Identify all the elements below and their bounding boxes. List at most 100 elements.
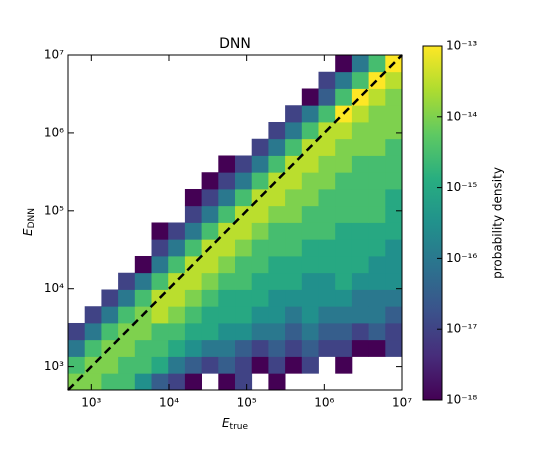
bin: [134, 272, 152, 290]
bin: [251, 138, 269, 156]
bin: [335, 289, 353, 307]
diagonal: [67, 54, 403, 391]
bin: [235, 339, 253, 357]
chart-title: DNN: [219, 36, 251, 52]
bin: [301, 322, 319, 341]
bin: [351, 205, 370, 223]
bin: [285, 322, 303, 341]
bin: [285, 188, 303, 207]
bin: [301, 155, 319, 173]
bin: [351, 272, 370, 290]
bin: [251, 222, 269, 240]
bin: [301, 88, 319, 106]
bin: [368, 289, 386, 307]
bin: [184, 322, 203, 341]
bin: [285, 205, 303, 223]
bin: [201, 356, 219, 374]
bin: [385, 71, 403, 89]
bin: [318, 88, 336, 106]
bin: [268, 373, 286, 391]
bin: [184, 222, 203, 240]
bin: [218, 306, 236, 324]
bin: [235, 222, 253, 240]
bin: [318, 306, 336, 324]
bin: [351, 255, 370, 274]
bin: [268, 205, 286, 223]
bin: [368, 55, 386, 73]
bin: [385, 272, 403, 290]
bin: [301, 289, 319, 307]
bin: [101, 322, 119, 341]
y-tick-label: 10⁶: [44, 125, 64, 139]
bin: [385, 289, 403, 307]
bin: [184, 339, 203, 357]
bin: [301, 222, 319, 240]
bin: [268, 356, 286, 374]
bin: [335, 255, 353, 274]
bin: [134, 322, 152, 341]
bin: [385, 255, 403, 274]
bin: [285, 289, 303, 307]
bin: [318, 322, 336, 341]
bin: [301, 306, 319, 324]
bin: [318, 289, 336, 307]
bin: [268, 222, 286, 240]
bin: [68, 322, 86, 341]
bin: [351, 289, 370, 307]
bin: [151, 272, 169, 290]
bin: [335, 155, 353, 173]
bin: [101, 356, 119, 374]
bin: [285, 121, 303, 140]
bin: [201, 322, 219, 341]
bin: [335, 138, 353, 156]
bin: [134, 255, 152, 274]
bin: [151, 356, 169, 374]
colorbar-label: probability density: [491, 167, 505, 279]
colorbar-tick-label: 10⁻¹⁸: [446, 393, 477, 407]
bin: [218, 272, 236, 290]
bin: [301, 172, 319, 190]
bin: [251, 239, 269, 257]
bin: [201, 255, 219, 274]
bin: [301, 205, 319, 223]
bin: [118, 272, 136, 290]
y-tick-label: 10³: [44, 359, 64, 373]
bin: [368, 222, 386, 240]
bin: [368, 339, 386, 357]
bin: [268, 188, 286, 207]
bin: [368, 155, 386, 173]
bin: [134, 356, 152, 374]
bin: [318, 255, 336, 274]
bin: [368, 105, 386, 123]
bin: [251, 306, 269, 324]
bin: [151, 306, 169, 324]
bin: [201, 222, 219, 240]
bin: [134, 289, 152, 307]
bin: [168, 222, 186, 240]
bin: [351, 105, 370, 123]
bin: [318, 222, 336, 240]
bin: [184, 188, 203, 207]
bin: [318, 138, 336, 156]
bin: [251, 356, 269, 374]
bin: [184, 306, 203, 324]
bin: [168, 239, 186, 257]
bin: [335, 172, 353, 190]
bin: [268, 121, 286, 140]
bin: [84, 373, 102, 391]
bin: [235, 356, 253, 374]
bin: [84, 306, 102, 324]
colorbar-tick-label: 10⁻¹⁶: [446, 251, 477, 265]
bin: [318, 71, 336, 89]
x-label-main: E: [222, 416, 230, 430]
colorbar-tick-label: 10⁻¹⁴: [446, 109, 477, 123]
bin: [368, 172, 386, 190]
bin: [235, 322, 253, 341]
x-axis-label: Etrue: [222, 416, 249, 432]
bin: [335, 205, 353, 223]
bin: [351, 55, 370, 73]
bin: [201, 306, 219, 324]
bin: [235, 272, 253, 290]
bin: [351, 322, 370, 341]
